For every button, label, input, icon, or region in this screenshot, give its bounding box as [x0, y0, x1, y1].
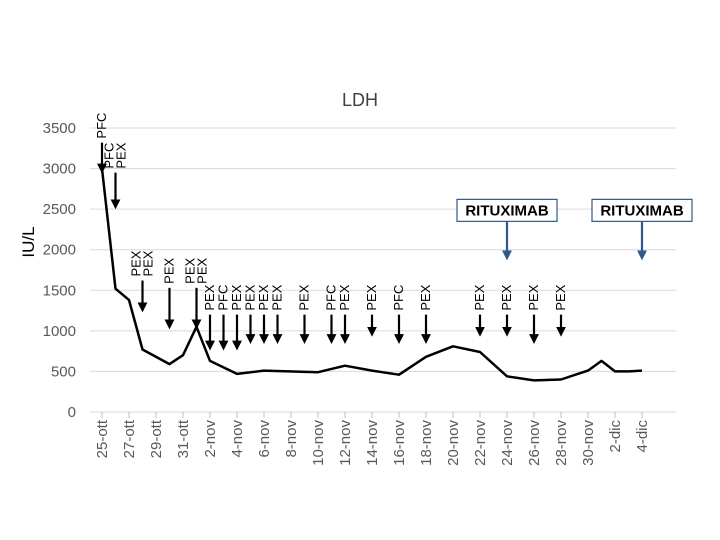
annotation-label: PFC [324, 285, 339, 311]
annotation-label: PFC [216, 285, 231, 311]
y-tick-label: 0 [68, 404, 76, 421]
annotation-label: PEX [553, 284, 568, 310]
annotation-label: PEX [162, 258, 177, 284]
x-axis-ticks: 25-ott 27-ott 29-ott 31-ott 2-nov 4-nov 6-nov 8… [94, 412, 651, 466]
x-tick-label: 8-nov [283, 420, 300, 458]
annotation-label: PFC [94, 113, 109, 139]
x-tick-label: 14-nov [364, 420, 381, 466]
y-tick-label: 500 [51, 363, 76, 380]
annotation-label: PEX [256, 284, 271, 310]
x-tick-label: 22-nov [472, 420, 489, 466]
x-tick-label: 28-nov [553, 420, 570, 466]
series-line-ldh [100, 168, 643, 382]
x-tick-label: 6-nov [256, 420, 273, 458]
annotation-label: PEX [183, 258, 198, 284]
annotation-label: PEX [472, 284, 487, 310]
y-tick-label: 3000 [43, 161, 76, 178]
annotation-label: PEX [418, 284, 433, 310]
x-tick-label: 30-nov [580, 420, 597, 466]
annotation-label: PFC [391, 285, 406, 311]
y-tick-label: 1000 [43, 323, 76, 340]
y-tick-label: 2000 [43, 242, 76, 259]
x-tick-label: 27-ott [121, 419, 138, 458]
annotation-label: PEX [114, 142, 129, 168]
y-axis-label: IU/L [19, 226, 38, 257]
y-tick-label: 1500 [43, 282, 76, 299]
x-tick-label: 29-ott [148, 419, 165, 458]
annotation-label: PEX [141, 250, 156, 276]
x-tick-label: 4-dic [634, 420, 651, 453]
x-tick-label: 2-nov [202, 420, 219, 458]
annotation-label: PEX [229, 284, 244, 310]
x-tick-label: 2-dic [607, 420, 624, 453]
annotation-label: PEX [243, 284, 258, 310]
rituximab-annotations: RITUXIMAB RITUXIMAB [456, 198, 693, 261]
x-tick-label: 16-nov [391, 420, 408, 466]
y-axis-ticks: 0 500 1000 1500 2000 2500 3000 3500 [43, 120, 76, 421]
annotation-label: PEX [297, 284, 312, 310]
x-tick-label: 20-nov [445, 420, 462, 466]
x-tick-label: 4-nov [229, 420, 246, 458]
annotation-label: PEX [526, 284, 541, 310]
annotation-label: PEX [364, 284, 379, 310]
y-tick-label: 3500 [43, 120, 76, 137]
x-tick-label: 12-nov [337, 420, 354, 466]
annotation-label: PEX [202, 284, 217, 310]
chart-title: LDH [342, 90, 378, 110]
annotation-label: PFC [102, 143, 117, 169]
x-tick-label: 31-ott [175, 419, 192, 458]
annotation-label: PEX [195, 258, 210, 284]
x-tick-label: 10-nov [310, 420, 327, 466]
x-tick-label: 24-nov [499, 420, 516, 466]
y-tick-label: 2500 [43, 201, 76, 218]
x-tick-label: 26-nov [526, 420, 543, 466]
rituximab-label: RITUXIMAB [600, 202, 683, 219]
x-tick-label: 25-ott [94, 419, 111, 458]
annotation-label: PEX [337, 284, 352, 310]
x-tick-label: 18-nov [418, 420, 435, 466]
annotation-label: PEX [129, 250, 144, 276]
rituximab-label: RITUXIMAB [465, 202, 548, 219]
gridlines [90, 127, 676, 413]
annotation-label: PEX [499, 284, 514, 310]
annotation-label: PEX [270, 284, 285, 310]
